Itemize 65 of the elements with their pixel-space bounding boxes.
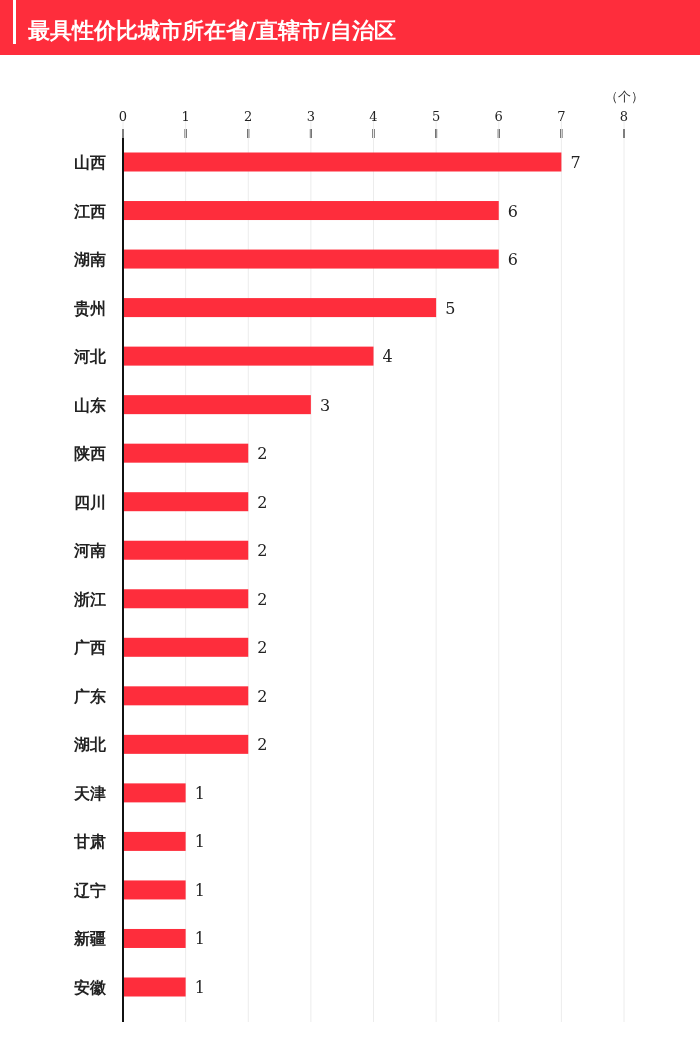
x-tick-label: 6 xyxy=(494,109,503,124)
x-tick-label: 8 xyxy=(619,109,629,124)
data-label: 1 xyxy=(194,783,205,803)
data-label: 1 xyxy=(194,832,205,852)
data-label: 2 xyxy=(257,492,268,512)
y-tick-label: 四川 xyxy=(74,492,106,512)
y-tick-label: 天津 xyxy=(73,783,106,803)
bar xyxy=(123,346,374,366)
data-label: 7 xyxy=(570,153,581,172)
x-tick-label: 3 xyxy=(306,109,316,124)
data-label: 3 xyxy=(319,395,331,415)
data-label: 2 xyxy=(257,686,268,706)
y-tick-label: 江西 xyxy=(73,201,106,221)
x-tick-label: 2 xyxy=(244,109,253,124)
bar xyxy=(123,686,249,706)
bar xyxy=(123,492,249,512)
y-tick-label: 湖北 xyxy=(73,735,107,755)
x-tick-label: 5 xyxy=(431,109,441,124)
bar xyxy=(123,249,499,269)
bar xyxy=(123,589,249,609)
y-tick-label: 广西 xyxy=(73,638,106,658)
bar xyxy=(123,880,186,900)
bar xyxy=(123,443,249,463)
bar xyxy=(123,928,186,948)
y-tick-label: 安徽 xyxy=(74,978,107,997)
data-label: 4 xyxy=(382,347,393,367)
y-tick-label: 河北 xyxy=(73,347,107,367)
y-tick-label: 山东 xyxy=(74,395,106,415)
data-label: 1 xyxy=(194,880,205,900)
data-label: 1 xyxy=(194,978,205,997)
chart-title: 最具性价比城市所在省/直辖市/自治区 xyxy=(27,18,397,43)
y-tick-label: 贵州 xyxy=(73,298,106,318)
bar xyxy=(123,152,562,172)
bar xyxy=(123,540,249,560)
y-tick-label: 山西 xyxy=(74,153,106,172)
y-tick-label: 辽宁 xyxy=(73,880,106,900)
bar xyxy=(123,637,249,657)
data-label: 2 xyxy=(257,541,268,561)
y-tick-label: 陕西 xyxy=(74,444,106,464)
data-label: 5 xyxy=(445,298,456,318)
data-label: 2 xyxy=(257,589,268,609)
y-tick-label: 湖南 xyxy=(73,250,106,270)
x-tick-label: 7 xyxy=(557,109,566,124)
x-tick-label: 0 xyxy=(118,109,128,124)
data-label: 2 xyxy=(257,735,268,755)
bar xyxy=(123,395,311,415)
bar xyxy=(123,977,186,997)
bar xyxy=(123,201,499,221)
x-tick-label: 1 xyxy=(181,109,190,124)
y-tick-label: 广东 xyxy=(73,686,106,706)
data-label: 2 xyxy=(257,638,268,658)
data-label: 6 xyxy=(507,250,518,270)
bar xyxy=(123,831,186,851)
y-tick-label: 新疆 xyxy=(73,929,106,949)
bar xyxy=(123,734,249,754)
data-label: 6 xyxy=(507,201,518,221)
y-tick-label: 甘肃 xyxy=(73,832,106,852)
bar xyxy=(123,298,437,318)
y-tick-label: 河南 xyxy=(73,541,106,561)
bar xyxy=(123,783,186,803)
x-axis-title: （个） xyxy=(604,89,644,104)
x-tick-label: 4 xyxy=(369,109,378,124)
data-label: 2 xyxy=(257,444,268,464)
y-tick-label: 浙江 xyxy=(73,589,106,609)
data-label: 1 xyxy=(194,929,205,949)
